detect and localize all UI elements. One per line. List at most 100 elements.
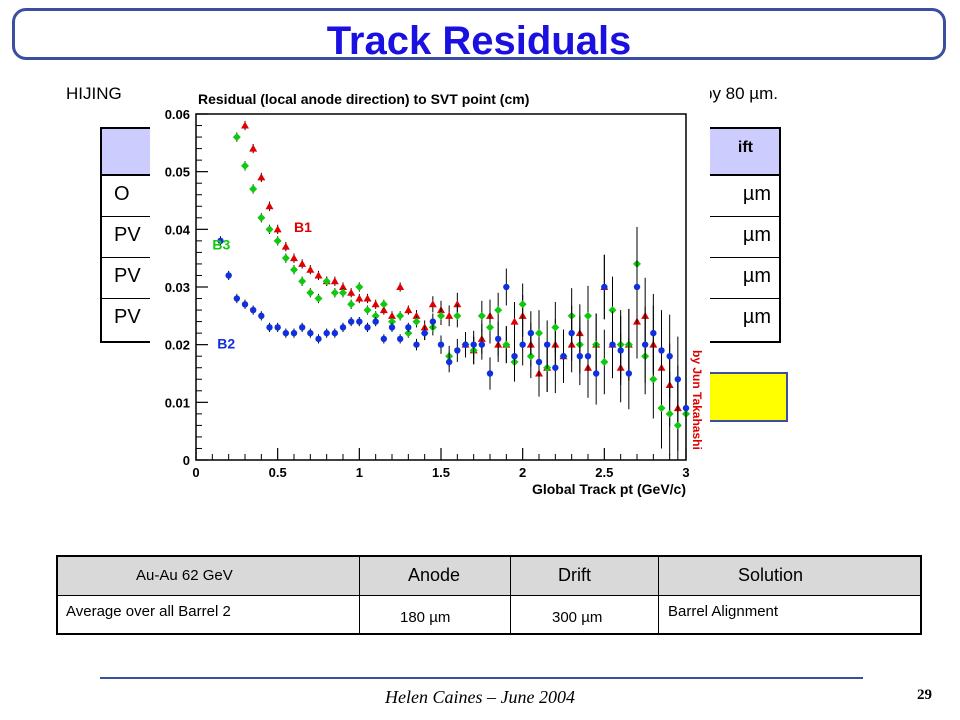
data-point-b1 (428, 300, 437, 308)
footer-divider (100, 677, 863, 679)
data-point-b1 (265, 202, 274, 210)
data-point-b2 (682, 404, 690, 412)
yellow-highlight-box (708, 372, 788, 422)
data-point-b3 (673, 421, 682, 430)
background-table-row: PV µm (102, 299, 779, 339)
data-point-b2 (347, 318, 355, 325)
data-point-b3 (298, 277, 307, 286)
data-point-b2 (429, 318, 437, 325)
data-point-b3 (249, 184, 258, 193)
data-point-b3 (649, 375, 658, 384)
title-box: Track Residuals (12, 8, 946, 63)
data-point-b2 (658, 347, 665, 354)
page-title: Track Residuals (326, 19, 632, 63)
data-point-b3 (502, 340, 511, 349)
y-tick-label: 0.02 (165, 338, 190, 353)
data-point-b2 (331, 329, 339, 337)
data-point-b1 (330, 277, 339, 285)
data-point-b2 (258, 312, 265, 320)
x-tick-label: 0.5 (269, 465, 287, 480)
data-point-b2 (592, 370, 600, 377)
data-point-b2 (266, 324, 273, 331)
data-point-b3 (486, 323, 494, 332)
background-table-row-value: µm (742, 306, 771, 328)
data-point-b3 (494, 306, 503, 315)
data-point-b2 (233, 295, 241, 302)
data-point-b3 (551, 323, 560, 332)
data-point-b3 (363, 306, 372, 315)
data-point-b1 (241, 121, 249, 129)
data-point-b2 (356, 318, 363, 325)
data-point-b3 (665, 409, 674, 418)
subtitle-left-fragment: HIJING (66, 84, 122, 103)
data-point-b2 (315, 335, 322, 343)
data-point-b2 (470, 341, 477, 348)
data-point-b2 (486, 370, 494, 377)
data-point-b1 (453, 300, 462, 308)
data-point-b2 (437, 341, 445, 348)
data-point-b3 (412, 317, 421, 326)
data-point-b2 (503, 283, 510, 291)
data-point-b2 (380, 335, 388, 343)
data-point-b1 (510, 317, 519, 325)
data-point-b1 (306, 265, 315, 273)
data-point-b2 (445, 358, 453, 366)
axis-ticks: 0 0.5 1 1.5 2 2.5 3 0 0.01 0.02 0.03 0.04 0.05 0.06 (165, 107, 690, 480)
background-table-row-label: O (114, 183, 130, 205)
data-point-b3 (584, 311, 592, 320)
results-table-header-cell: Drift (558, 565, 591, 585)
x-tick-label: 0 (192, 465, 199, 480)
data-point-b2 (625, 370, 633, 377)
data-point-b2 (494, 335, 502, 343)
background-table-row-value: µm (742, 265, 771, 287)
background-table-row-value: µm (742, 224, 771, 246)
data-point-b1 (388, 311, 396, 319)
results-table-header (58, 557, 920, 596)
data-point-b2 (617, 347, 624, 354)
data-point-b3 (232, 133, 241, 142)
data-point-b2 (396, 335, 404, 343)
results-table-header-cell: Solution (738, 565, 804, 585)
data-point-b3 (265, 225, 274, 234)
data-point-b2 (298, 324, 306, 331)
data-point-b1 (396, 283, 405, 290)
data-point-b3 (477, 311, 486, 320)
data-point-b3 (437, 311, 445, 320)
data-point-b2 (462, 341, 469, 348)
x-tick-label: 2 (519, 465, 526, 480)
data-point-b3 (339, 288, 347, 297)
results-table-cell: 180 µm (400, 609, 451, 626)
results-table-column (360, 557, 511, 633)
data-point-b2 (290, 329, 298, 337)
data-point-b3 (314, 294, 323, 303)
data-point-b2 (584, 353, 592, 360)
plot-background (150, 80, 710, 500)
y-tick-label: 0.04 (165, 222, 191, 237)
data-point-b1 (379, 306, 388, 314)
results-table-header-cell: Au-Au 62 GeV (136, 567, 233, 584)
data-point-b3 (388, 317, 396, 326)
data-point-b2 (568, 329, 575, 337)
data-point-b3 (379, 300, 388, 309)
results-table: Au-Au 62 GeV Anode Drift Solution Averag… (56, 555, 922, 635)
results-table-column (511, 557, 659, 633)
data-point-b2 (576, 353, 584, 360)
data-point-b3 (257, 213, 266, 222)
data-point-b2 (511, 353, 518, 360)
data-point-b2 (527, 329, 535, 337)
data-point-b1 (371, 300, 380, 308)
data-point-b2 (405, 324, 412, 331)
results-table-column (58, 557, 360, 633)
series-label-b3: B3 (212, 237, 230, 253)
data-points (217, 120, 690, 460)
data-point-b1 (281, 242, 290, 250)
data-point-b3 (600, 357, 609, 366)
series-legend: B1 B3 B2 (212, 219, 312, 351)
data-point-b1 (445, 311, 454, 319)
results-table-cell: Average over all Barrel 2 (66, 603, 231, 620)
data-point-b1 (257, 173, 266, 181)
data-point-b3 (347, 300, 356, 309)
data-point-b3 (396, 311, 405, 320)
data-point-b2 (307, 329, 314, 337)
data-point-b2 (543, 341, 551, 348)
